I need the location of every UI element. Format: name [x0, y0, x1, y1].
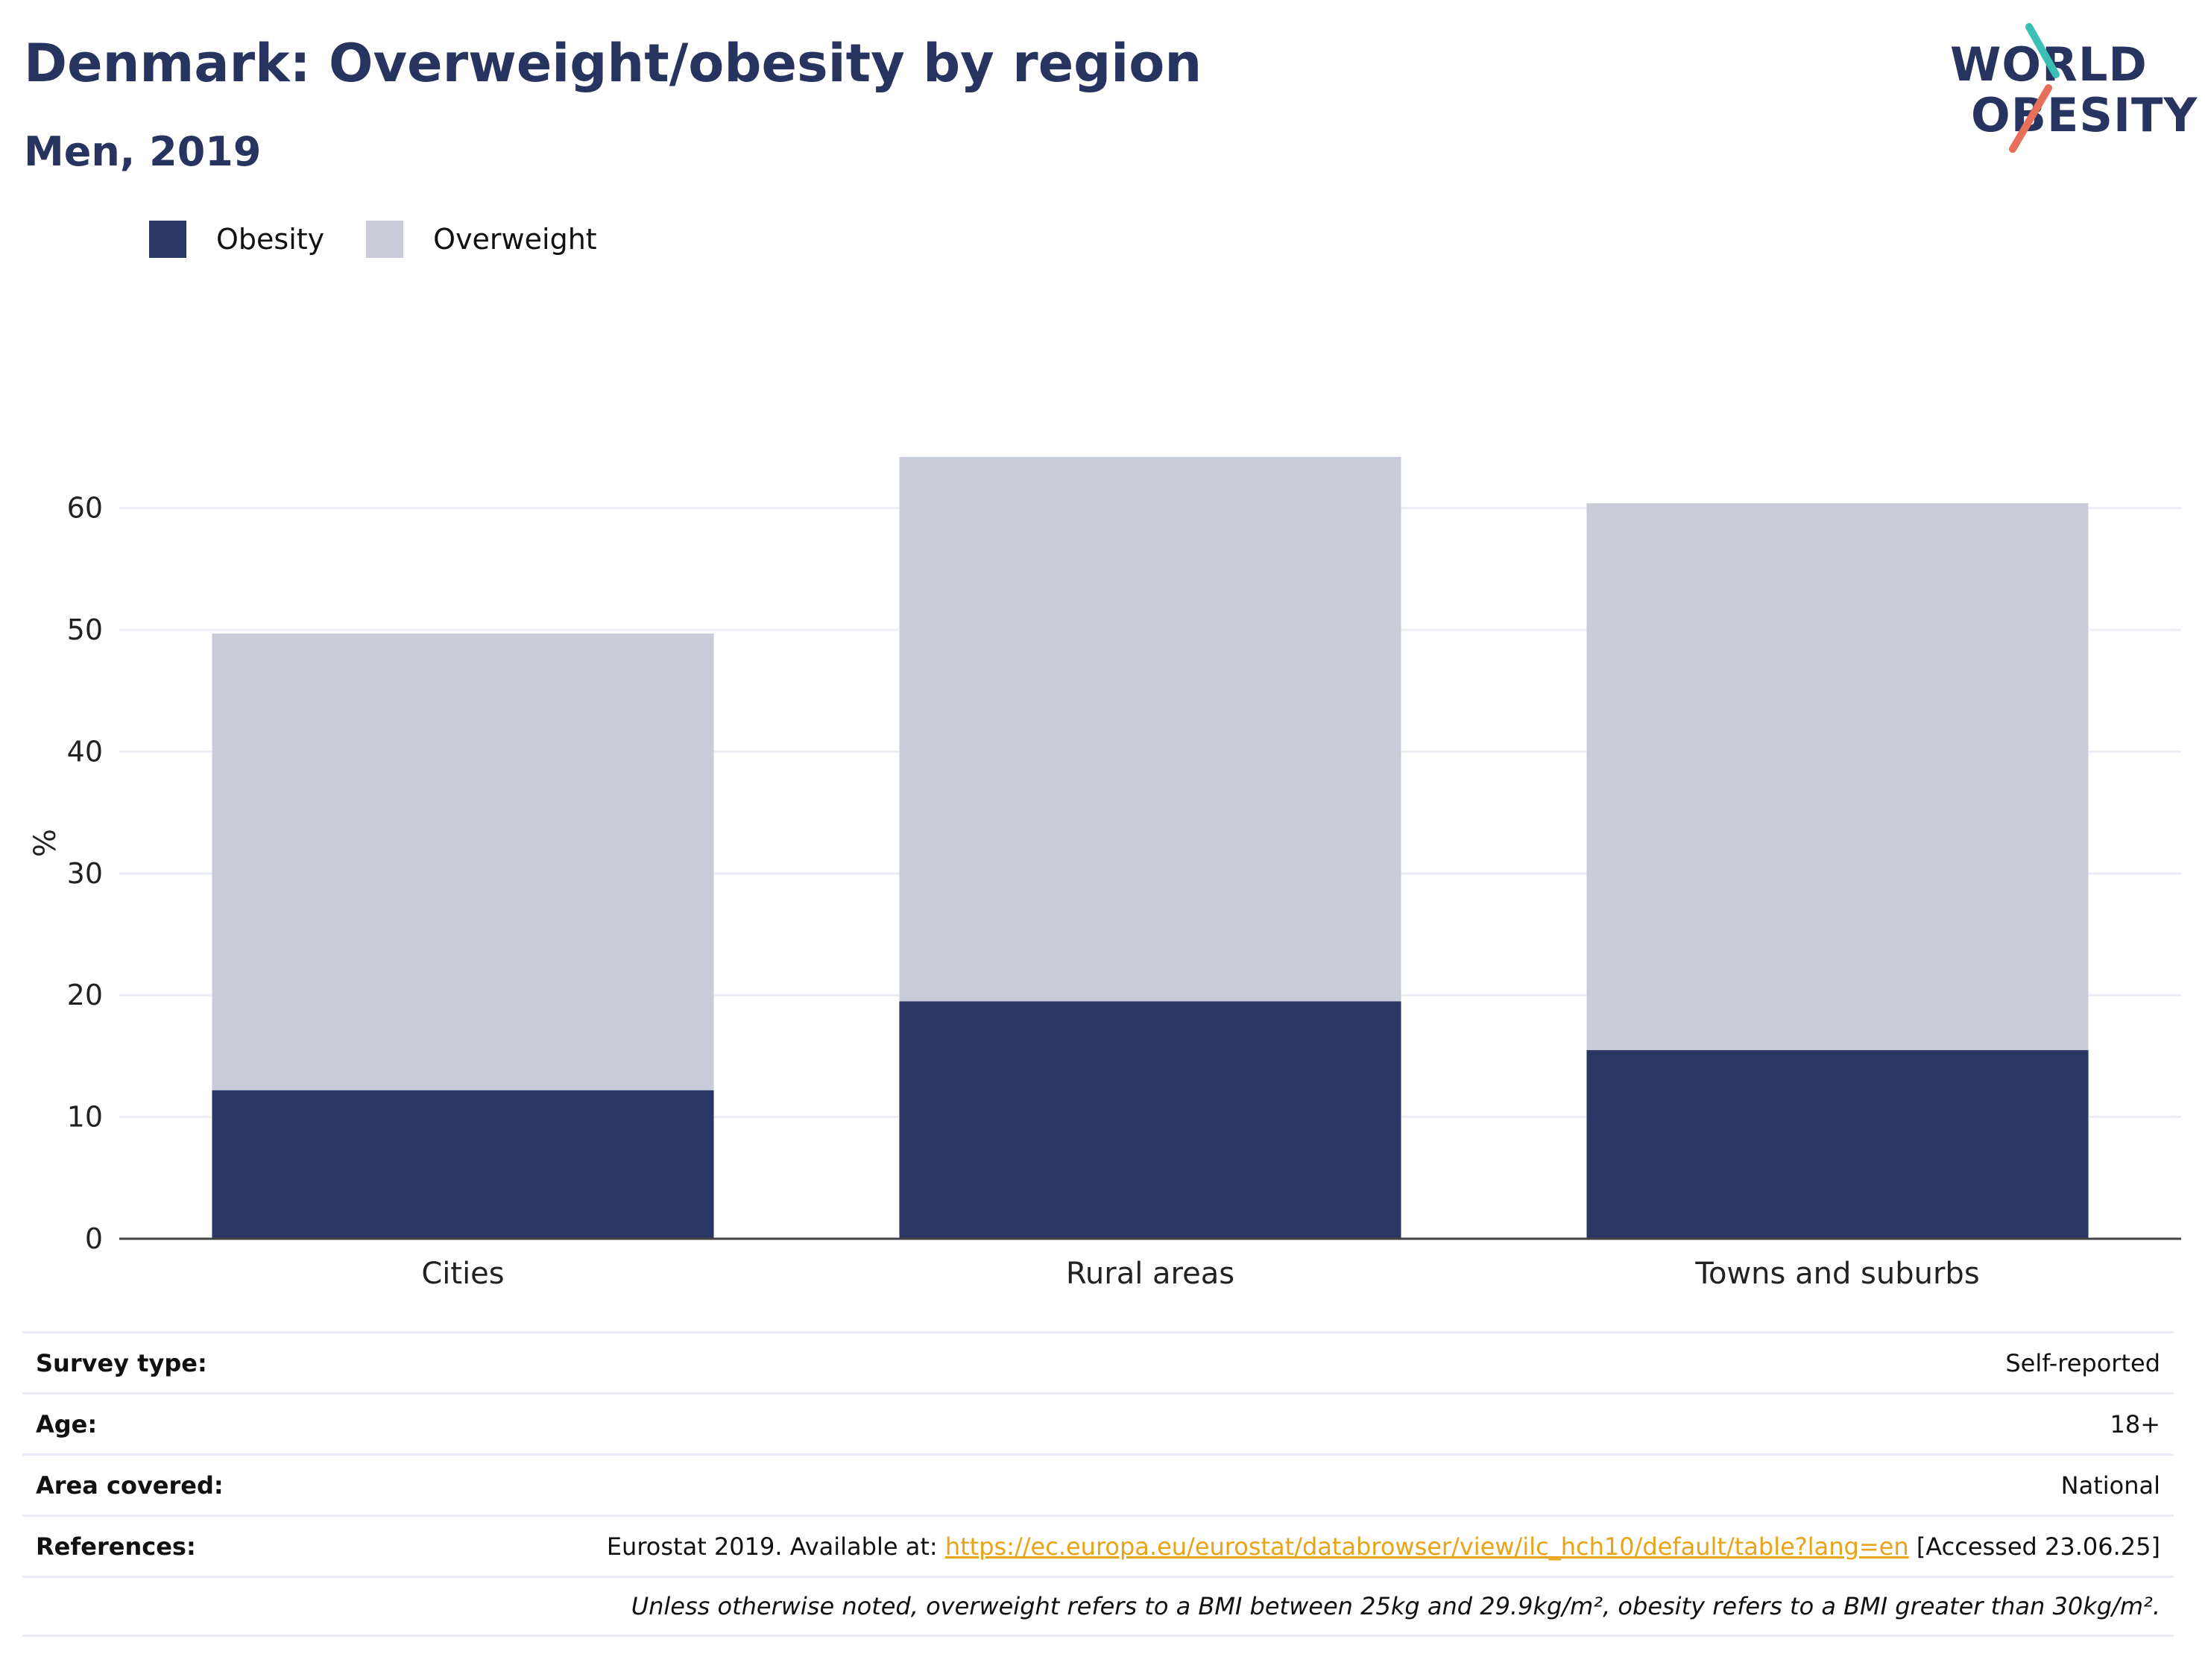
area-label: Area covered:: [36, 1471, 224, 1500]
x-tick-label-1: Rural areas: [1066, 1257, 1234, 1291]
y-tick-label-40: 40: [67, 735, 103, 768]
page-title: Denmark: Overweight/obesity by region: [24, 33, 1202, 94]
references-value: Eurostat 2019. Available at: https://ec.…: [607, 1532, 2160, 1561]
legend-swatch-obesity: [149, 221, 186, 258]
logo-line-2: OBESITY: [1971, 88, 2198, 142]
y-tick-label-0: 0: [85, 1222, 103, 1255]
survey-type-label: Survey type:: [36, 1348, 207, 1377]
references-label: References:: [36, 1532, 196, 1561]
info-row-references: References: Eurostat 2019. Available at:…: [22, 1515, 2174, 1576]
references-prefix: Eurostat 2019. Available at:: [606, 1532, 945, 1561]
survey-type-value: Self-reported: [2005, 1348, 2160, 1377]
legend-label-obesity: Obesity: [216, 223, 325, 256]
references-suffix: [Accessed 23.06.25]: [1908, 1532, 2160, 1561]
definition-note: Unless otherwise noted, overweight refer…: [631, 1592, 2160, 1620]
x-tick-label-0: Cities: [421, 1257, 504, 1291]
legend-label-overweight: Overweight: [433, 223, 597, 256]
info-row-note: Unless otherwise noted, overweight refer…: [22, 1576, 2174, 1637]
area-value: National: [2060, 1471, 2160, 1500]
y-tick-label-30: 30: [67, 857, 103, 890]
page-subtitle: Men, 2019: [24, 128, 262, 175]
bar-obesity-1: [899, 1001, 1401, 1239]
y-tick-label-20: 20: [67, 979, 103, 1011]
bar-overweight-2: [1586, 503, 2089, 1050]
info-row-survey-type: Survey type: Self-reported: [22, 1331, 2174, 1392]
chart-legend: Obesity Overweight: [149, 221, 639, 258]
logo-slash-icon: [2009, 23, 2060, 153]
references-link[interactable]: https://ec.europa.eu/eurostat/databrowse…: [944, 1532, 1909, 1561]
y-tick-label-60: 60: [67, 492, 103, 525]
legend-item-obesity[interactable]: Obesity: [149, 221, 324, 258]
world-obesity-logo: WORLD OBESITY: [1946, 22, 2197, 157]
bar-obesity-2: [1586, 1049, 2089, 1239]
y-axis-label: %: [28, 829, 63, 857]
y-tick-label-10: 10: [67, 1101, 103, 1134]
legend-swatch-overweight: [366, 221, 404, 258]
bar-obesity-0: [212, 1090, 714, 1239]
legend-item-overweight[interactable]: Overweight: [366, 221, 597, 258]
info-table: Survey type: Self-reported Age: 18+ Area…: [22, 1331, 2174, 1637]
bar-overweight-0: [212, 633, 714, 1090]
x-tick-label-2: Towns and suburbs: [1694, 1257, 1979, 1291]
y-tick-label-50: 50: [67, 613, 103, 646]
age-value: 18+: [2110, 1409, 2160, 1439]
bar-overweight-1: [899, 457, 1401, 1002]
stacked-bar-chart: 0 10 20 30 40 50 60% Cities Rural areas Towns and…: [28, 457, 2181, 1291]
age-label: Age:: [36, 1409, 98, 1439]
info-row-area: Area covered: National: [22, 1453, 2174, 1515]
info-row-age: Age: 18+: [22, 1392, 2174, 1453]
